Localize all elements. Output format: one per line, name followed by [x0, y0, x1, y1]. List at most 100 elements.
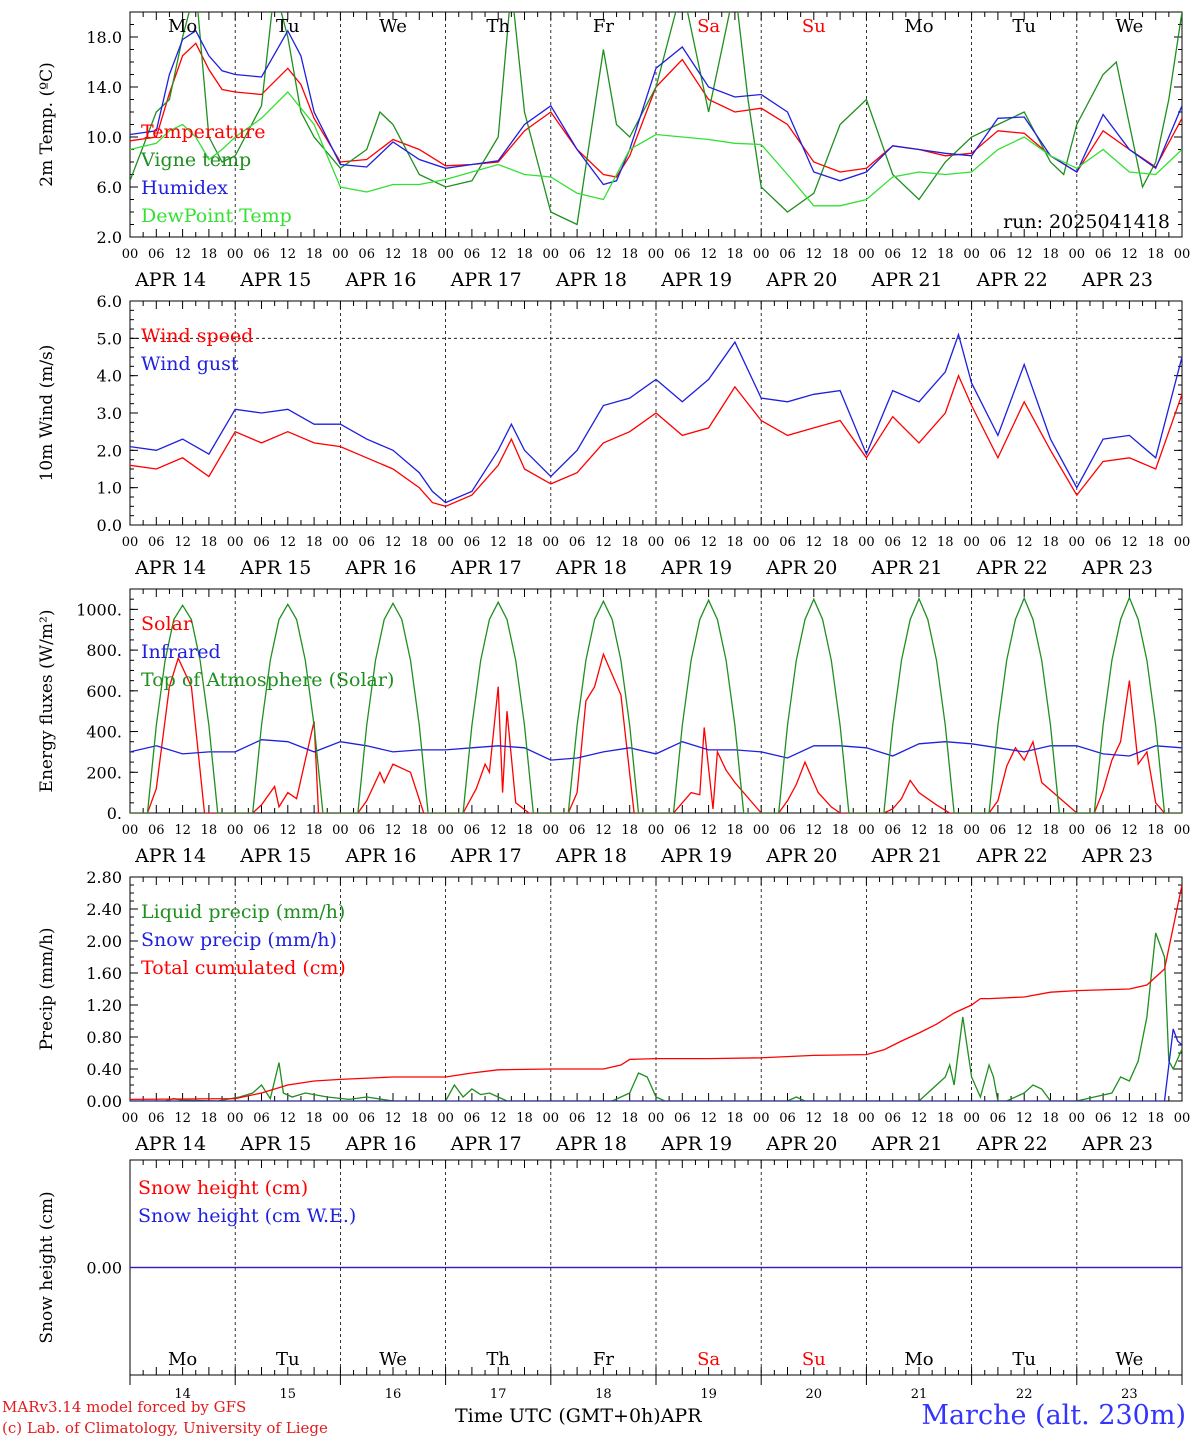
legend-entry: Wind gust — [141, 353, 239, 375]
weekday-label: Th — [486, 16, 510, 37]
series-temperature — [130, 42, 1182, 178]
hour-label: 06 — [148, 1111, 165, 1126]
hour-label: 00 — [122, 1111, 139, 1126]
date-label: APR 21 — [870, 269, 942, 291]
weekday-label: Su — [802, 1349, 826, 1370]
date-label: APR 20 — [765, 1133, 837, 1155]
hour-label: 00 — [437, 535, 454, 550]
date-label: APR 18 — [555, 1133, 627, 1155]
date-label: APR 21 — [870, 1133, 942, 1155]
date-label: APR 17 — [450, 557, 522, 579]
hour-label: 12 — [1121, 247, 1138, 262]
hour-label: 00 — [753, 535, 770, 550]
hour-label: 06 — [674, 535, 691, 550]
hour-label: 00 — [753, 823, 770, 838]
hour-label: 06 — [779, 823, 796, 838]
series-wind-speed — [130, 373, 1182, 507]
day-number-label: 20 — [806, 1387, 823, 1402]
weekday-label: Mo — [168, 1349, 197, 1370]
day-number-label: 19 — [700, 1387, 717, 1402]
weekday-label: Tu — [1012, 16, 1036, 37]
hour-label: 12 — [1121, 535, 1138, 550]
y-tick-label: 600. — [86, 682, 122, 701]
weekday-label: We — [379, 1349, 407, 1370]
hour-label: 06 — [990, 823, 1007, 838]
hour-label: 00 — [1174, 1111, 1191, 1126]
hour-label: 18 — [832, 823, 849, 838]
date-label: APR 15 — [239, 845, 311, 867]
series-humidex — [130, 29, 1182, 186]
legend-entry: Temperature — [141, 121, 265, 143]
y-tick-label: 0.00 — [86, 1259, 122, 1278]
model-credit: MARv3.14 model forced by GFS — [2, 1398, 247, 1416]
legend-entry: DewPoint Temp — [141, 205, 292, 227]
date-label: APR 15 — [239, 269, 311, 291]
hour-label: 18 — [832, 1111, 849, 1126]
hour-label: 06 — [464, 1111, 481, 1126]
hour-label: 12 — [174, 823, 191, 838]
hour-label: 06 — [884, 247, 901, 262]
hour-label: 00 — [1069, 247, 1086, 262]
hour-label: 18 — [411, 823, 428, 838]
hour-label: 18 — [727, 823, 744, 838]
day-number-label: 17 — [490, 1387, 507, 1402]
hour-label: 18 — [306, 823, 323, 838]
legend-entry: Solar — [141, 613, 193, 635]
date-label: APR 22 — [976, 845, 1048, 867]
hour-label: 06 — [674, 823, 691, 838]
hour-label: 12 — [490, 247, 507, 262]
hour-label: 18 — [937, 535, 954, 550]
hour-label: 06 — [464, 247, 481, 262]
hour-label: 18 — [1042, 247, 1059, 262]
hour-label: 00 — [753, 1111, 770, 1126]
date-label: APR 14 — [134, 269, 206, 291]
series-wind-gust — [130, 332, 1182, 504]
hour-label: 00 — [1069, 823, 1086, 838]
hour-label: 18 — [621, 535, 638, 550]
date-label: APR 20 — [765, 845, 837, 867]
series-vigne-temp — [130, 12, 1182, 226]
run-annotation: run: 2025041418 — [1003, 211, 1170, 233]
hour-label: 18 — [727, 1111, 744, 1126]
day-number-label: 16 — [385, 1387, 402, 1402]
hour-label: 00 — [437, 247, 454, 262]
weekday-label: Th — [486, 1349, 510, 1370]
hour-label: 06 — [779, 535, 796, 550]
hour-label: 06 — [569, 535, 586, 550]
hour-label: 18 — [306, 535, 323, 550]
weekday-label: Su — [802, 16, 826, 37]
panel-5: 0.00 Snow height (cm) Snow height (cm) Snow… — [37, 1159, 1183, 1402]
date-label: APR 19 — [660, 269, 732, 291]
date-label: APR 14 — [134, 845, 206, 867]
hour-label: 12 — [595, 535, 612, 550]
hour-label: 00 — [543, 247, 560, 262]
weekday-label: Sa — [697, 1349, 720, 1370]
date-label: APR 15 — [239, 1133, 311, 1155]
day-number-label: 15 — [280, 1387, 297, 1402]
hour-label: 18 — [411, 247, 428, 262]
hour-label: 12 — [595, 1111, 612, 1126]
y-tick-label: 18.0 — [86, 28, 122, 47]
lab-credit: (c) Lab. of Climatology, University of L… — [2, 1419, 328, 1437]
hour-label: 06 — [253, 1111, 270, 1126]
y-tick-label: 2.0 — [97, 228, 122, 247]
date-label: APR 17 — [450, 269, 522, 291]
y-tick-label: 0.80 — [86, 1028, 122, 1047]
date-label: APR 18 — [555, 269, 627, 291]
hour-label: 12 — [806, 1111, 823, 1126]
hour-label: 00 — [122, 535, 139, 550]
hour-label: 12 — [911, 247, 928, 262]
hour-label: 18 — [1042, 1111, 1059, 1126]
y-tick-label: 400. — [86, 723, 122, 742]
legend-entry: Wind speed — [141, 325, 253, 347]
weekday-label: We — [379, 16, 407, 37]
hour-label: 12 — [1016, 823, 1033, 838]
date-label: APR 20 — [765, 269, 837, 291]
hour-label: 18 — [516, 247, 533, 262]
date-label: APR 16 — [344, 845, 416, 867]
hour-label: 12 — [700, 1111, 717, 1126]
date-label: APR 17 — [450, 1133, 522, 1155]
hour-label: 12 — [1121, 1111, 1138, 1126]
date-label: APR 22 — [976, 557, 1048, 579]
hour-label: 12 — [806, 247, 823, 262]
